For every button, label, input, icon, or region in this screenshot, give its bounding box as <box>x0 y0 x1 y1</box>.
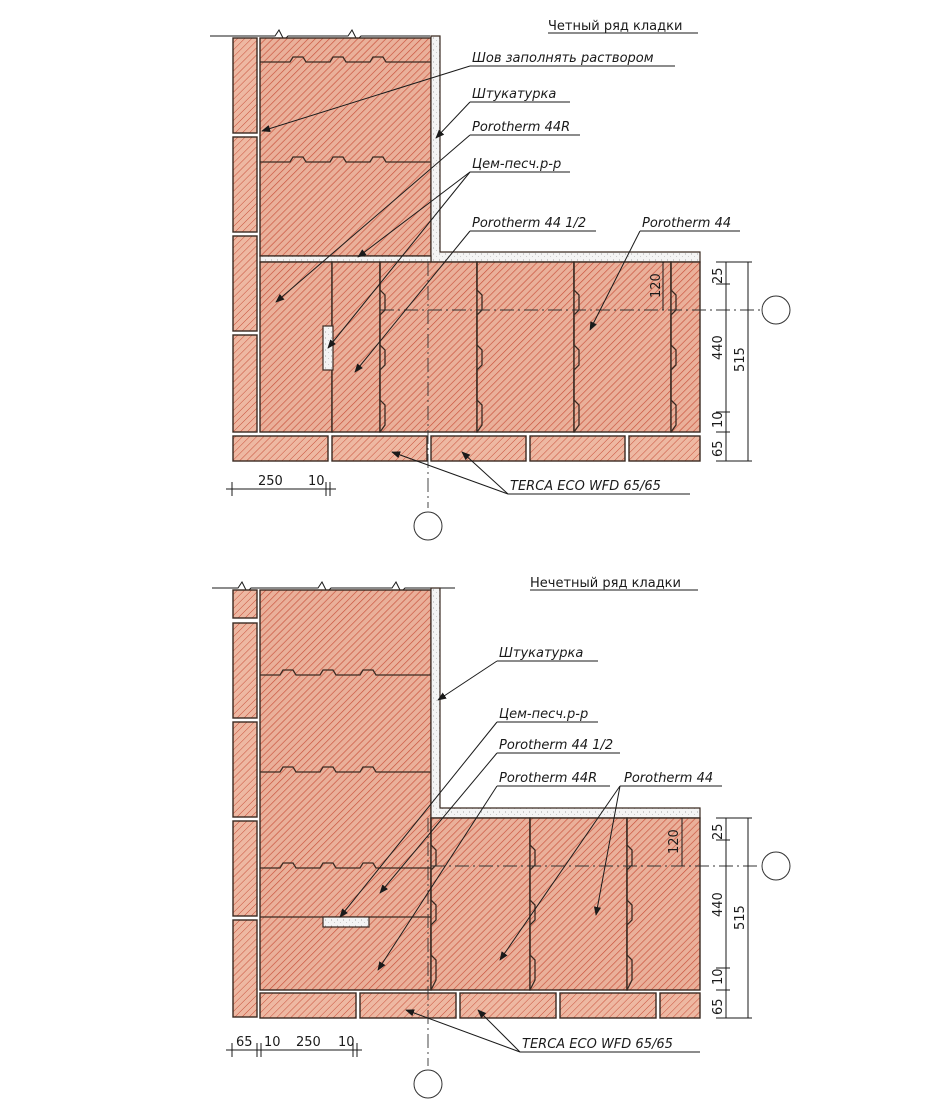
facing-brick <box>232 919 258 1018</box>
facing-brick <box>659 992 701 1019</box>
facing-brick <box>331 435 428 462</box>
dim-250: 250 <box>296 1035 321 1050</box>
label-seam: Шов заполнять раствором <box>472 51 654 66</box>
label-terca: TERCA ECO WFD 65/65 <box>510 479 661 494</box>
dim-515: 515 <box>733 905 748 930</box>
porotherm-44-block <box>573 261 672 433</box>
porotherm-44-block <box>476 261 575 433</box>
axis-marker <box>761 295 791 325</box>
dim-440: 440 <box>711 892 726 917</box>
dim-25: 25 <box>711 823 726 840</box>
facing-brick <box>232 589 258 619</box>
facing-brick <box>430 435 527 462</box>
even-row-plan: Четный ряд кладки <box>210 19 791 541</box>
porotherm-44-block <box>379 261 478 433</box>
right-dimensions: 25 120 440 515 10 65 <box>649 261 752 462</box>
leaders <box>339 660 722 1053</box>
tongue-groove-joint <box>260 56 431 63</box>
label-porotherm-44: Porotherm 44 <box>642 216 731 231</box>
label-terca: TERCA ECO WFD 65/65 <box>522 1037 673 1052</box>
label-porotherm-44-half: Porotherm 44 1/2 <box>472 216 586 231</box>
facing-brick <box>232 37 258 134</box>
mortar-pocket <box>322 916 370 928</box>
facing-brick <box>232 721 258 818</box>
tongue-groove-joint <box>260 766 431 773</box>
block-joint <box>670 262 677 433</box>
leaders <box>261 65 740 495</box>
facing-brick <box>232 334 258 433</box>
facing-brick <box>559 992 657 1019</box>
label-porotherm-44-half: Porotherm 44 1/2 <box>499 738 613 753</box>
dim-250: 250 <box>258 474 283 489</box>
mortar-strip <box>259 255 432 263</box>
dim-65: 65 <box>711 440 726 457</box>
label-porotherm-44: Porotherm 44 <box>624 771 713 786</box>
porotherm-44r-wall <box>259 37 432 257</box>
dim-10: 10 <box>308 474 325 489</box>
porotherm-44-block <box>529 817 628 991</box>
porotherm-44-half-block <box>331 261 381 433</box>
dim-120: 120 <box>649 273 664 298</box>
dim-120: 120 <box>667 829 682 854</box>
odd-row-title: Нечетный ряд кладки <box>530 576 681 591</box>
axis-marker <box>761 851 791 881</box>
facing-brick <box>232 136 258 233</box>
porotherm-44-block <box>626 817 701 991</box>
block-joint <box>430 818 437 991</box>
dim-10: 10 <box>338 1035 355 1050</box>
bottom-dimensions: 65 10 250 10 <box>226 1035 362 1057</box>
facing-brick <box>259 992 357 1019</box>
facing-brick <box>232 435 329 462</box>
facing-brick <box>529 435 626 462</box>
dim-10: 10 <box>264 1035 281 1050</box>
facing-brick <box>459 992 557 1019</box>
axis-marker <box>413 511 443 541</box>
tongue-groove-joint <box>260 669 431 676</box>
block-joint <box>573 262 580 433</box>
block-joint <box>476 262 483 433</box>
facing-brick <box>232 235 258 332</box>
facing-brick <box>232 622 258 719</box>
tongue-groove-joint <box>260 156 431 163</box>
label-porotherm-44r: Porotherm 44R <box>499 771 597 786</box>
dim-10: 10 <box>711 411 726 428</box>
even-row-title: Четный ряд кладки <box>548 19 682 34</box>
label-plaster: Штукатурка <box>472 87 556 102</box>
block-joint <box>626 818 633 991</box>
block-joint <box>379 262 386 433</box>
dim-65: 65 <box>236 1035 253 1050</box>
facing-brick <box>359 992 457 1019</box>
block-joint <box>529 818 536 991</box>
label-plaster: Штукатурка <box>499 646 583 661</box>
dim-440: 440 <box>711 335 726 360</box>
label-mortar: Цем-песч.р-р <box>499 707 588 722</box>
label-mortar: Цем-песч.р-р <box>472 157 561 172</box>
axis-marker <box>413 1069 443 1099</box>
bottom-dimensions: 250 10 <box>226 474 336 496</box>
odd-row-plan: Нечетный ряд кладки <box>212 576 791 1099</box>
porotherm-44-block <box>670 261 701 433</box>
dim-25: 25 <box>711 267 726 284</box>
porotherm-44r-block <box>259 261 333 433</box>
dim-515: 515 <box>733 347 748 372</box>
porotherm-44-half-block <box>430 817 531 991</box>
dim-65: 65 <box>711 998 726 1015</box>
label-porotherm-44r: Porotherm 44R <box>472 120 570 135</box>
porotherm-44-wall <box>259 589 432 991</box>
facing-brick <box>628 435 701 462</box>
dim-10: 10 <box>711 968 726 985</box>
right-dimensions: 25 120 440 515 10 65 <box>667 817 752 1019</box>
tongue-groove-joint <box>260 862 431 869</box>
facing-brick <box>232 820 258 917</box>
